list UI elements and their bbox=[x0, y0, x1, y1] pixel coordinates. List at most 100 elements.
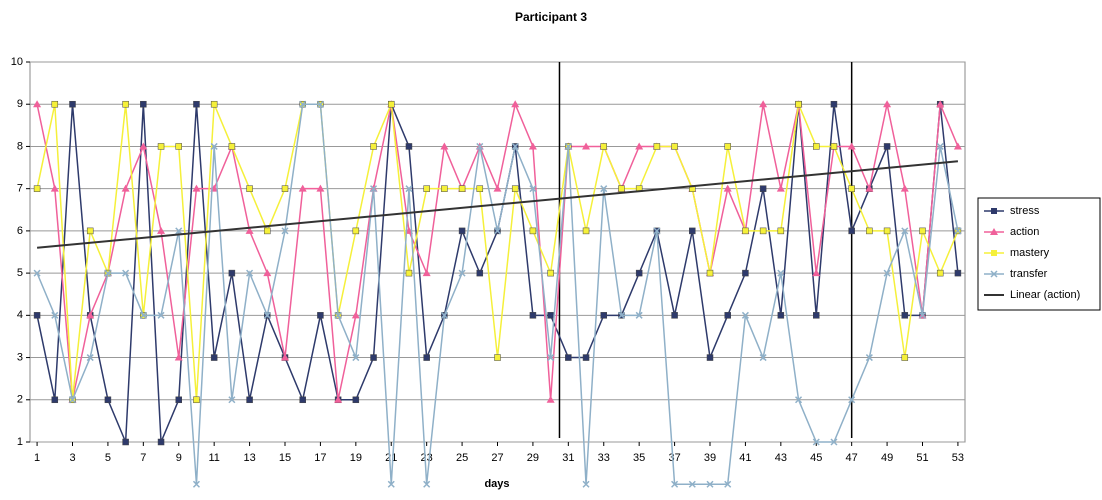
point bbox=[33, 312, 41, 319]
point bbox=[865, 184, 874, 192]
point bbox=[600, 185, 608, 193]
point bbox=[405, 185, 413, 193]
point bbox=[192, 480, 200, 488]
point bbox=[299, 396, 306, 404]
point bbox=[671, 143, 678, 150]
point bbox=[352, 227, 360, 235]
point bbox=[759, 100, 768, 108]
point bbox=[671, 312, 678, 319]
point bbox=[901, 227, 909, 235]
point bbox=[228, 269, 236, 277]
point bbox=[795, 100, 802, 108]
x-tick-label: 51 bbox=[916, 452, 928, 464]
point bbox=[565, 354, 572, 361]
point bbox=[635, 269, 643, 277]
point bbox=[423, 185, 430, 192]
point bbox=[33, 100, 42, 108]
point bbox=[86, 227, 94, 235]
point bbox=[157, 311, 165, 319]
point bbox=[582, 354, 590, 361]
point bbox=[104, 269, 112, 277]
point bbox=[228, 143, 236, 150]
point bbox=[370, 185, 378, 193]
x-tick-label: 21 bbox=[385, 452, 397, 464]
point bbox=[86, 354, 94, 362]
legend-label: action bbox=[1010, 226, 1039, 238]
point bbox=[812, 438, 820, 446]
point bbox=[847, 142, 856, 150]
point bbox=[954, 269, 962, 277]
point bbox=[405, 143, 413, 150]
point bbox=[741, 311, 749, 319]
point bbox=[706, 354, 714, 361]
y-tick-label: 6 bbox=[17, 225, 23, 237]
x-tick-label: 29 bbox=[527, 452, 539, 464]
point bbox=[51, 396, 59, 404]
legend-label: stress bbox=[1010, 205, 1040, 217]
point bbox=[51, 100, 59, 108]
point bbox=[795, 396, 803, 404]
point bbox=[104, 396, 112, 404]
legend-label: transfer bbox=[1010, 268, 1048, 280]
point bbox=[901, 312, 909, 319]
x-tick-label: 39 bbox=[704, 452, 716, 464]
point bbox=[777, 312, 785, 319]
point bbox=[423, 354, 430, 361]
x-tick-label: 45 bbox=[810, 452, 822, 464]
point bbox=[175, 143, 182, 150]
x-tick-label: 23 bbox=[421, 452, 433, 464]
point bbox=[139, 142, 148, 150]
x-tick-label: 47 bbox=[846, 452, 858, 464]
point bbox=[689, 227, 696, 235]
x-axis-label: days bbox=[484, 478, 509, 490]
x-tick-label: 53 bbox=[952, 452, 964, 464]
point bbox=[493, 227, 502, 235]
point bbox=[246, 396, 253, 404]
point bbox=[458, 227, 466, 235]
point bbox=[936, 142, 944, 150]
point bbox=[122, 269, 130, 277]
point bbox=[777, 227, 785, 235]
x-tick-label: 1 bbox=[34, 452, 40, 464]
point bbox=[476, 142, 484, 150]
point bbox=[582, 480, 590, 488]
point bbox=[69, 100, 76, 108]
point bbox=[529, 227, 537, 235]
point bbox=[547, 312, 554, 319]
point bbox=[954, 227, 962, 235]
point bbox=[317, 312, 324, 319]
point bbox=[848, 227, 855, 235]
point bbox=[175, 227, 183, 235]
x-tick-label: 35 bbox=[633, 452, 645, 464]
point bbox=[706, 269, 714, 277]
legend-marker bbox=[991, 208, 997, 214]
x-tick-label: 7 bbox=[140, 452, 146, 464]
point bbox=[139, 311, 147, 319]
point bbox=[174, 353, 183, 361]
point bbox=[193, 396, 200, 404]
point bbox=[122, 100, 129, 108]
point bbox=[724, 312, 731, 319]
point bbox=[635, 311, 643, 319]
point bbox=[440, 142, 449, 150]
point bbox=[547, 354, 555, 362]
point bbox=[724, 480, 732, 488]
y-tick-label: 8 bbox=[17, 140, 23, 152]
point bbox=[175, 396, 182, 404]
point bbox=[724, 143, 731, 150]
chart-title: Participant 3 bbox=[515, 10, 587, 24]
x-tick-label: 11 bbox=[208, 452, 219, 464]
point bbox=[298, 184, 307, 192]
point bbox=[529, 312, 537, 319]
point bbox=[33, 269, 41, 277]
point bbox=[848, 396, 856, 404]
point bbox=[263, 269, 272, 277]
point bbox=[122, 438, 129, 446]
point bbox=[423, 480, 431, 488]
point bbox=[776, 184, 785, 192]
point bbox=[264, 227, 271, 235]
point bbox=[653, 143, 661, 150]
point bbox=[281, 227, 289, 235]
point bbox=[476, 185, 484, 192]
point bbox=[511, 185, 519, 192]
